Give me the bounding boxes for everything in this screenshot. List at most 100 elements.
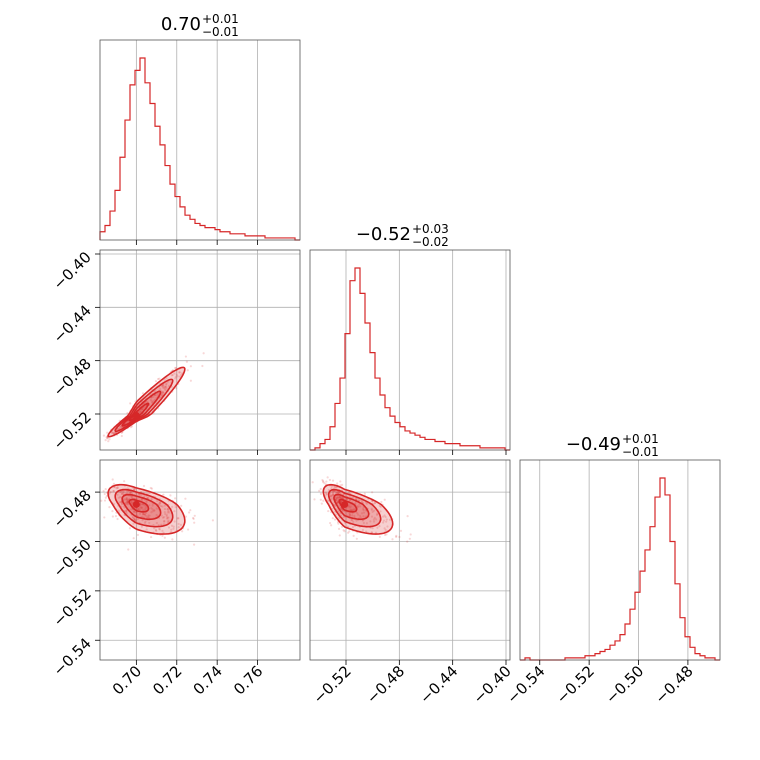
sample-point	[86, 446, 88, 448]
sample-point	[130, 495, 134, 499]
sample-point	[329, 494, 333, 498]
sample-point	[180, 504, 183, 507]
panel-frame	[99, 249, 301, 451]
sample-point	[153, 527, 156, 530]
sample-point	[174, 366, 178, 370]
sample-point	[329, 493, 332, 497]
sample-point	[149, 398, 152, 402]
sample-point	[370, 508, 373, 512]
sample-point	[336, 501, 339, 504]
sample-point	[125, 501, 128, 504]
sample-point	[162, 384, 165, 387]
2d-panel-1-2	[310, 460, 510, 660]
sample-point	[351, 526, 355, 529]
sample-point	[166, 520, 170, 523]
sample-point	[378, 504, 381, 507]
sample-point	[352, 534, 355, 537]
x-tick-label: 0.74	[190, 662, 226, 698]
sample-point	[338, 496, 341, 499]
sample-point	[167, 509, 170, 513]
sample-point	[103, 516, 106, 519]
sample-point	[319, 492, 323, 495]
sample-point	[184, 515, 188, 518]
sample-point	[331, 517, 334, 520]
histogram-0	[99, 57, 300, 241]
sample-point	[173, 372, 176, 375]
sample-point	[155, 513, 158, 517]
sample-point	[356, 511, 359, 515]
sample-point	[132, 522, 135, 525]
sample-point	[158, 527, 161, 531]
sample-point	[385, 533, 388, 536]
y-tick-label: −0.52	[50, 585, 95, 630]
sample-point	[150, 400, 153, 403]
y-tick-label: −0.44	[50, 301, 95, 346]
sample-point	[121, 490, 124, 493]
sample-point	[155, 521, 158, 525]
sample-point	[382, 519, 386, 522]
sample-point	[163, 510, 166, 514]
sample-point	[126, 500, 129, 504]
sample-point	[330, 524, 333, 527]
sample-point	[130, 425, 134, 428]
sample-point	[112, 432, 116, 435]
sample-point	[107, 440, 110, 443]
sample-point	[151, 504, 154, 507]
sample-point	[133, 488, 136, 491]
sample-point	[348, 511, 351, 515]
sample-point	[166, 508, 170, 511]
sample-point	[158, 504, 161, 507]
sample-point	[122, 492, 125, 495]
sample-point	[162, 516, 166, 519]
sample-point	[106, 436, 109, 440]
sample-point	[331, 492, 335, 495]
sample-point	[383, 527, 386, 530]
sample-point	[335, 496, 338, 500]
sample-point	[151, 508, 154, 511]
sample-point	[161, 505, 164, 508]
param-title-0: 0.70	[161, 14, 201, 35]
sample-point	[340, 499, 343, 503]
sample-point	[171, 505, 174, 509]
sample-point	[139, 503, 142, 506]
sample-point	[106, 437, 109, 440]
sample-point	[135, 511, 138, 514]
sample-point	[336, 496, 340, 499]
sample-point	[342, 529, 345, 532]
sample-point	[148, 521, 151, 525]
sample-point	[341, 525, 344, 528]
density-contours	[107, 483, 186, 535]
sample-point	[150, 487, 154, 490]
sample-point	[177, 526, 180, 529]
sample-point	[360, 500, 364, 503]
sample-point	[163, 520, 166, 523]
sample-point	[126, 500, 129, 504]
sample-point	[384, 533, 387, 537]
sample-point	[118, 501, 121, 504]
sample-point	[338, 495, 342, 499]
sample-point	[159, 387, 162, 390]
contour-level-2	[333, 493, 370, 521]
hist-panel-2	[539, 460, 689, 660]
sample-point	[122, 505, 125, 508]
sample-point	[141, 515, 144, 518]
sample-point	[126, 502, 130, 505]
sample-point	[159, 504, 163, 508]
sample-point	[153, 509, 156, 512]
sample-point	[141, 519, 144, 522]
sample-point	[160, 523, 163, 526]
sample-point	[164, 385, 168, 388]
sample-point	[328, 521, 332, 525]
sample-point	[158, 501, 161, 504]
sample-point	[121, 492, 124, 495]
sample-point	[211, 519, 214, 522]
sample-point	[103, 492, 106, 496]
sample-point	[328, 478, 332, 482]
sample-point	[350, 509, 353, 512]
sample-point	[161, 529, 164, 532]
sample-point	[329, 495, 333, 498]
sample-point	[130, 501, 133, 505]
sample-point	[163, 387, 166, 390]
sample-point	[348, 506, 351, 509]
param-title-2: −0.49	[566, 434, 621, 455]
